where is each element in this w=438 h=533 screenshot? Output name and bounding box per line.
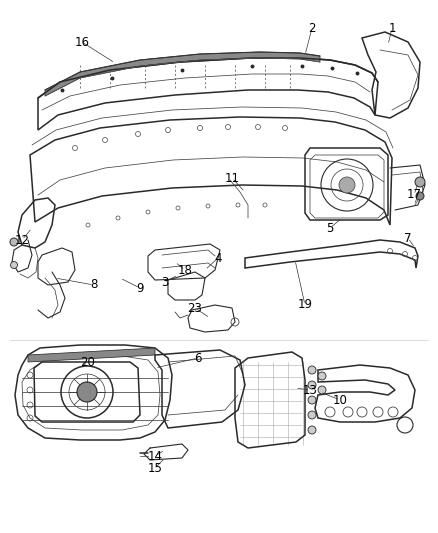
Text: 13: 13 [303,384,318,397]
Circle shape [318,372,326,380]
Text: 9: 9 [136,281,144,295]
Text: 10: 10 [332,393,347,407]
Circle shape [415,177,425,187]
Text: 16: 16 [74,36,89,49]
Text: 20: 20 [81,356,95,368]
Circle shape [10,238,18,246]
Circle shape [77,382,97,402]
Text: 5: 5 [326,222,334,235]
Text: 3: 3 [161,276,169,288]
Circle shape [416,192,424,200]
Polygon shape [28,348,155,362]
Text: 19: 19 [297,298,312,311]
Text: 4: 4 [214,252,222,264]
Circle shape [308,411,316,419]
Text: 17: 17 [406,189,421,201]
Text: 1: 1 [388,21,396,35]
Circle shape [318,386,326,394]
Circle shape [308,381,316,389]
Circle shape [308,366,316,374]
Circle shape [308,396,316,404]
Text: 14: 14 [148,449,162,463]
Text: 23: 23 [187,302,202,314]
Text: 18: 18 [177,263,192,277]
Text: 6: 6 [194,351,202,365]
Circle shape [308,426,316,434]
Text: 8: 8 [90,279,98,292]
Text: 12: 12 [14,233,29,246]
Text: 15: 15 [148,462,162,474]
Text: 11: 11 [225,172,240,184]
Circle shape [339,177,355,193]
Polygon shape [45,52,320,96]
Text: 7: 7 [404,231,412,245]
Circle shape [11,262,18,269]
Text: 2: 2 [308,21,316,35]
